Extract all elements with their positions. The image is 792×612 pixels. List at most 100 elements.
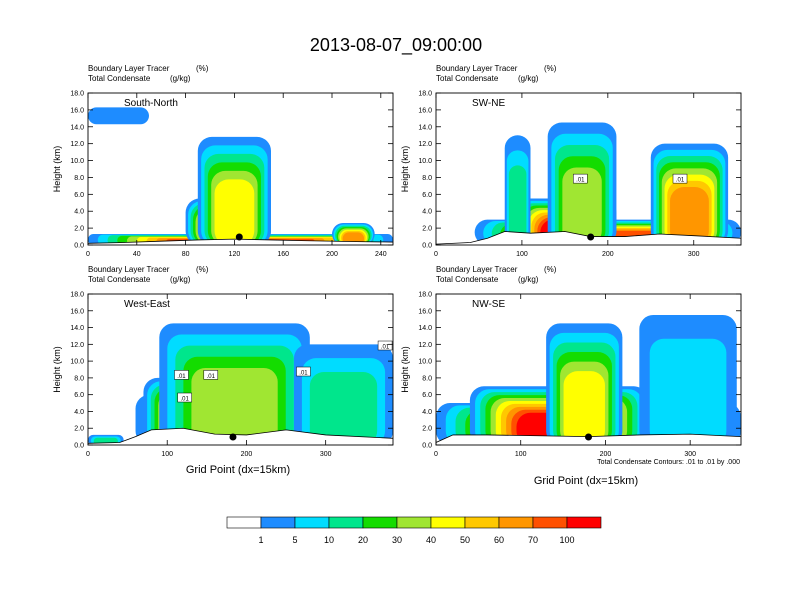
x-tick-label: 0 [86, 451, 90, 458]
y-tick-label: 6.0 [422, 392, 432, 399]
x-tick-label: 0 [434, 251, 438, 258]
y-tick-label: 10.0 [418, 359, 432, 366]
field-label-tracer: Boundary Layer Tracer [436, 64, 518, 73]
y-tick-label: 0.0 [74, 243, 84, 250]
y-tick-label: 4.0 [74, 209, 84, 216]
x-tick-label: 240 [375, 251, 387, 258]
panel-title: SW-NE [472, 98, 505, 109]
colorbar-label: 60 [494, 535, 504, 545]
contour-label-box [672, 173, 688, 184]
y-tick-label: 16.0 [418, 107, 432, 114]
y-axis-label: Height (km) [52, 346, 62, 393]
y-tick-label: 6.0 [74, 392, 84, 399]
colorbar-label: 100 [559, 535, 574, 545]
y-tick-label: 12.0 [418, 342, 432, 349]
plume-2-layer-6 [563, 371, 605, 445]
contour-label: .01 [381, 345, 390, 351]
contour-label: .01 [299, 371, 308, 377]
panel-south-north: Boundary Layer Tracer (%) Total Condensate… [52, 64, 394, 258]
y-tick-label: 0.0 [74, 443, 84, 450]
plume-3-layer-6 [214, 179, 255, 245]
y-tick-label: 8.0 [74, 375, 84, 382]
contour-label-box [377, 340, 393, 351]
plot-area: .01 .01 [436, 122, 741, 245]
y-tick-label: 14.0 [70, 124, 84, 131]
field-label-condensate: Total Condensate [436, 275, 499, 284]
x-tick-label: 160 [277, 251, 289, 258]
y-tick-label: 18.0 [70, 91, 84, 98]
plume-3-layer-5 [562, 167, 602, 245]
contour-label: .01 [207, 374, 216, 380]
plume-3-layer-5 [191, 367, 278, 445]
terrain-line [88, 427, 393, 444]
colorbar-label: 20 [358, 535, 368, 545]
panels: Boundary Layer Tracer (%) Total Condensate… [52, 64, 742, 458]
x-tick-label: 100 [161, 451, 173, 458]
x-tick-label: 200 [600, 451, 612, 458]
y-tick-label: 8.0 [422, 175, 432, 182]
terrain-fill [88, 239, 393, 245]
x-tick-label: 300 [688, 251, 700, 258]
colorbar-label: 5 [292, 535, 297, 545]
plot-frame [87, 92, 394, 246]
y-tick-label: 4.0 [422, 409, 432, 416]
terrain-line [436, 433, 741, 443]
field-unit-tracer: (%) [196, 64, 209, 73]
y-tick-label: 16.0 [418, 308, 432, 315]
colorbar-swatch [294, 516, 330, 529]
y-tick-label: 14.0 [418, 325, 432, 332]
x-tick-label: 200 [602, 251, 614, 258]
y-tick-label: 4.0 [422, 209, 432, 216]
field-unit-condensate: (g/kg) [518, 275, 539, 284]
y-tick-label: 8.0 [74, 175, 84, 182]
plot-area: .01 .01 .01 .01 .01 [88, 323, 393, 445]
colorbar-swatch [260, 516, 296, 529]
colorbar-swatch [464, 516, 500, 529]
x-tick-label: 200 [326, 251, 338, 258]
terrain-fill [88, 428, 393, 445]
x-tick-label: 80 [182, 251, 190, 258]
y-tick-label: 10.0 [70, 158, 84, 165]
contour-label: .01 [177, 374, 186, 380]
y-tick-label: 6.0 [74, 192, 84, 199]
x-axis-label-right: Grid Point (dx=15km) [534, 475, 638, 487]
panel-sw-ne: Boundary Layer Tracer (%) Total Condensate… [400, 64, 742, 258]
y-axis-label: Height (km) [400, 346, 410, 393]
colorbar-swatch [498, 516, 534, 529]
field-label-condensate: Total Condensate [88, 275, 151, 284]
field-label-tracer: Boundary Layer Tracer [436, 265, 518, 274]
colorbar-swatch [532, 516, 568, 529]
y-tick-label: 2.0 [74, 426, 84, 433]
x-tick-label: 120 [229, 251, 241, 258]
y-tick-label: 6.0 [422, 192, 432, 199]
x-axis-label-left: Grid Point (dx=15km) [186, 464, 290, 476]
plot-area [88, 107, 393, 245]
field-unit-tracer: (%) [544, 265, 557, 274]
contour-label-box [573, 173, 588, 184]
y-tick-label: 14.0 [418, 124, 432, 131]
y-axis-label: Height (km) [52, 146, 62, 193]
plume-2-layer-3 [508, 165, 527, 245]
panel-nw-se: Boundary Layer Tracer (%) Total Condensate… [400, 265, 742, 458]
y-tick-label: 2.0 [74, 226, 84, 233]
x-tick-label: 200 [241, 451, 253, 458]
center-marker [229, 433, 237, 441]
center-marker [585, 433, 592, 441]
plume-3-layer-2 [649, 338, 727, 445]
y-tick-label: 10.0 [418, 158, 432, 165]
colorbar-swatch [226, 516, 262, 529]
y-tick-label: 2.0 [422, 426, 432, 433]
contour-label: .01 [180, 397, 189, 403]
field-unit-tracer: (%) [544, 64, 557, 73]
y-tick-label: 18.0 [418, 292, 432, 299]
y-tick-label: 12.0 [70, 141, 84, 148]
y-tick-label: 12.0 [418, 141, 432, 148]
panel-title: NW-SE [472, 299, 505, 310]
plume-4-layer-1 [88, 107, 149, 125]
y-tick-label: 4.0 [74, 409, 84, 416]
x-tick-label: 300 [320, 451, 332, 458]
colorbar-swatch [362, 516, 398, 529]
contour-note: Total Condensate Contours: .01 to .01 by… [597, 459, 740, 466]
center-marker [587, 233, 595, 241]
colorbar: 1 5 10 20 30 40 50 60 70 100 [226, 516, 602, 545]
